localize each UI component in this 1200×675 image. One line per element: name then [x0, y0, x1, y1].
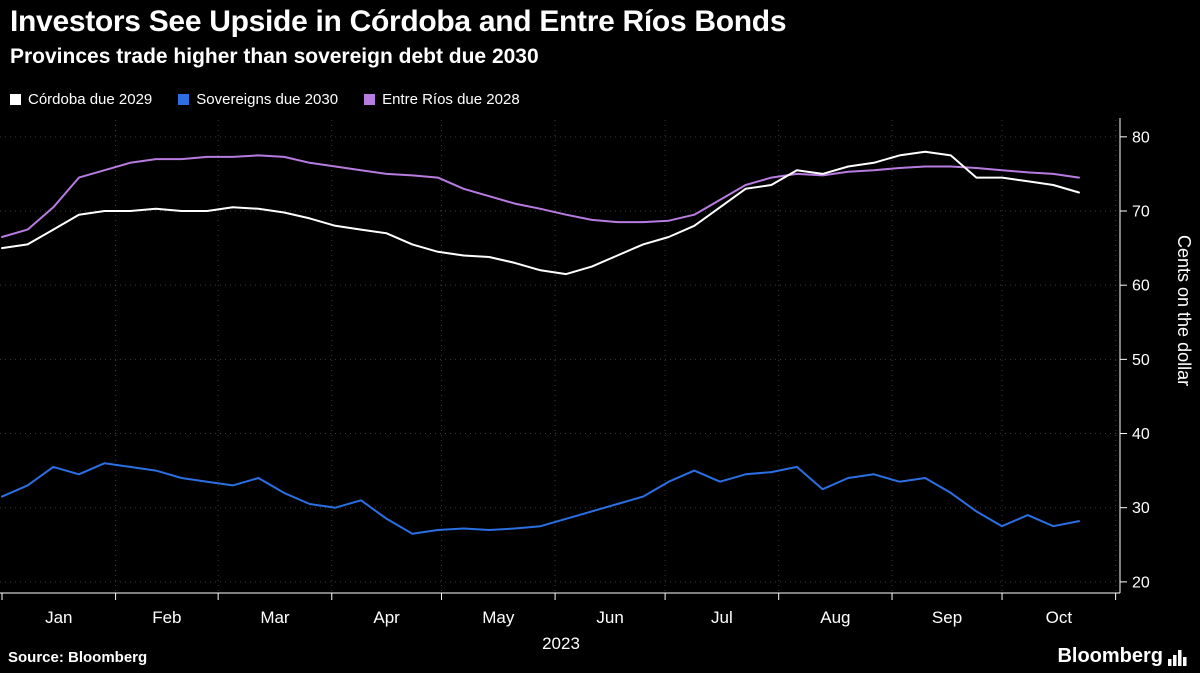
y-tick-label: 80 [1132, 129, 1150, 146]
legend-item-cordoba: Córdoba due 2029 [10, 91, 152, 108]
chart-subtitle: Provinces trade higher than sovereign de… [10, 45, 539, 68]
legend-label-cordoba: Córdoba due 2029 [28, 91, 153, 108]
x-tick-label: May [482, 608, 515, 627]
x-tick-label: Jun [596, 608, 623, 627]
y-tick-label: 70 [1132, 204, 1150, 221]
price-line-chart: 20 30 40 50 60 70 80 Jan Feb Mar Apr May Jun Jul Aug Se… [0, 118, 1150, 653]
x-tick-label: Jul [711, 608, 733, 627]
y-tick-label: 40 [1132, 426, 1150, 443]
y-tick-label: 30 [1132, 500, 1150, 517]
legend-label-entre-rios: Entre Ríos due 2028 [382, 91, 520, 108]
legend-item-entre-rios: Entre Ríos due 2028 [364, 91, 520, 108]
legend-swatch-sovereigns [178, 94, 190, 105]
series-line-2 [1, 154, 1080, 238]
legend: Córdoba due 2029 Sovereigns due 2030 Ent… [10, 91, 520, 108]
legend-swatch-entre-rios [364, 94, 376, 105]
y-axis-label: Cents on the dollar [1174, 235, 1194, 387]
bloomberg-logo: Bloomberg [1057, 645, 1188, 668]
x-tick-label: Oct [1046, 608, 1073, 627]
legend-label-sovereigns: Sovereigns due 2030 [196, 91, 339, 108]
series-line-1 [1, 462, 1080, 535]
x-tick-label: Jan [45, 608, 72, 627]
x-tick-label: Sep [932, 608, 962, 627]
bloomberg-wordmark: Bloomberg [1057, 645, 1163, 667]
bottom-divider [0, 673, 1200, 675]
y-tick-label: 20 [1132, 574, 1150, 591]
legend-swatch-cordoba [10, 94, 21, 105]
y-tick-label: 60 [1132, 278, 1150, 295]
x-tick-label: Mar [260, 608, 290, 627]
bloomberg-chart-icon [1168, 650, 1187, 666]
x-tick-label: Aug [820, 608, 850, 627]
y-tick-label: 50 [1132, 352, 1150, 369]
source-note: Source: Bloomberg [8, 649, 148, 666]
x-tick-label: Apr [373, 608, 400, 627]
chart-title: Investors See Upside in Córdoba and Entr… [10, 5, 787, 38]
x-axis-year-label: 2023 [542, 634, 580, 653]
legend-item-sovereigns: Sovereigns due 2030 [178, 91, 338, 108]
x-tick-label: Feb [152, 608, 181, 627]
series-line-0 [1, 150, 1080, 276]
